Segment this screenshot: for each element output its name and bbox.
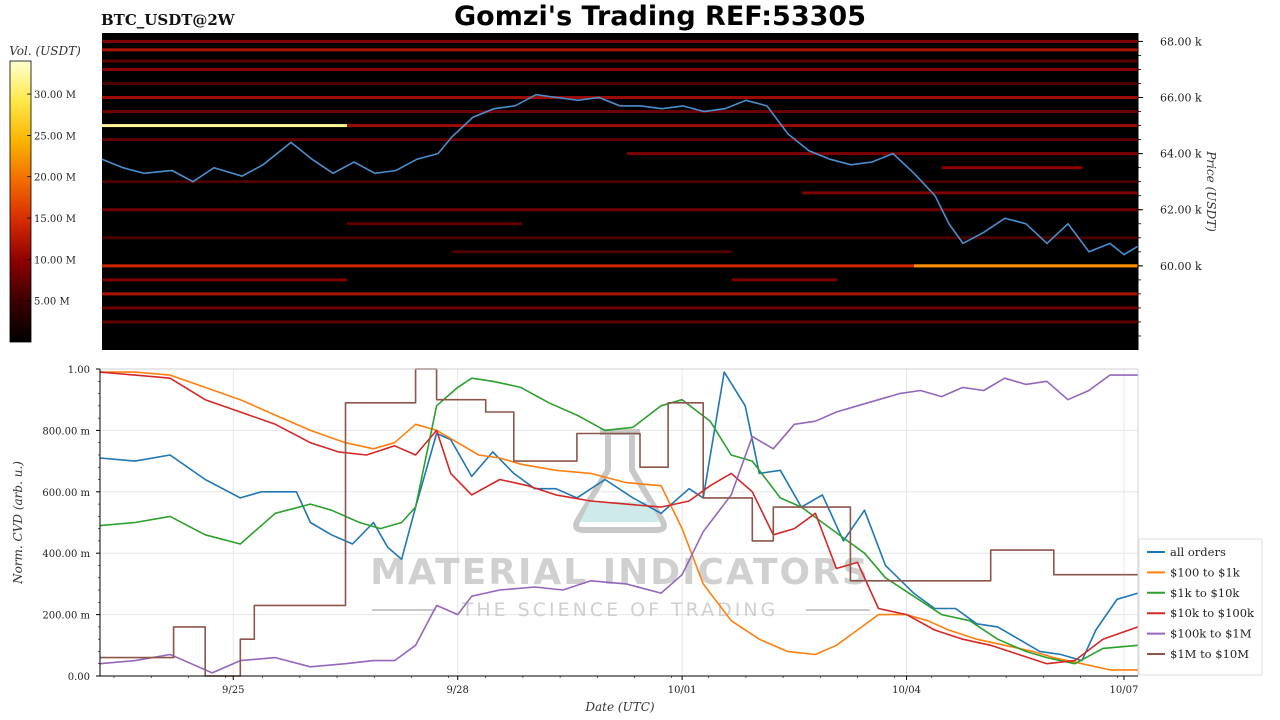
liquidity-band: [732, 278, 837, 282]
legend-entry: $1M to $10M: [1170, 647, 1249, 661]
chart-title: Gomzi's Trading REF:53305: [454, 1, 866, 32]
heatmap-panel: 60.00 k 62.00 k 64.00 k 66.00 k 68.00 k Price…: [101, 33, 1218, 350]
colorbar-label: Vol. (USDT): [9, 44, 81, 58]
liquidity-band: [802, 191, 1138, 195]
cvd-y-tick-label: 400.00 m: [42, 549, 90, 560]
legend-entry: all orders: [1170, 545, 1226, 559]
cvd-y-tick-label: 200.00 m: [42, 611, 90, 622]
cvd-y-tick-label: 0.00: [68, 672, 90, 683]
liquidity-band: [102, 292, 1138, 296]
liquidity-band: [102, 81, 1138, 85]
cvd-series-line: [100, 371, 1138, 671]
liquidity-band: [102, 110, 1138, 114]
liquidity-band: [347, 124, 1138, 128]
flask-liquid-icon: [580, 502, 660, 522]
colorbar-tick-label: 5.00 M: [34, 297, 70, 308]
cvd-y-tick-label: 600.00 m: [42, 488, 90, 499]
liquidity-band: [102, 59, 1138, 63]
liquidity-band: [347, 222, 522, 226]
price-tick-label: 66.00 k: [1160, 92, 1202, 105]
liquidity-band: [102, 96, 1138, 100]
liquidity-band: [102, 306, 1138, 310]
legend-entry: $10k to $100k: [1170, 606, 1255, 620]
flask-icon: [573, 429, 667, 533]
cvd-x-tick-label: 9/25: [222, 685, 244, 696]
liquidity-band: [942, 166, 1082, 170]
colorbar-tick-label: 20.00 M: [34, 173, 76, 184]
cvd-x-tick-label: 10/07: [1110, 685, 1139, 696]
liquidity-band: [102, 180, 1138, 184]
colorbar-tick-label: 10.00 M: [34, 255, 76, 266]
liquidity-band: [627, 152, 1138, 156]
liquidity-band: [102, 67, 1138, 71]
price-tick-label: 62.00 k: [1160, 204, 1202, 217]
liquidity-band: [102, 124, 347, 128]
cvd-series-line: [99, 371, 1139, 665]
cvd-series-line: [99, 374, 1138, 674]
colorbar-bar: [9, 60, 32, 343]
liquidity-band: [102, 236, 1138, 240]
cvd-y-tick-label: 800.00 m: [42, 426, 90, 437]
cvd-y-tick-label: 1.00: [68, 365, 90, 376]
volume-colorbar: Vol. (USDT) 5.00 M 10.00 M 15.00 M 20.00 M 25…: [9, 44, 81, 343]
liquidity-band: [102, 48, 1138, 52]
legend-entry: $1k to $10k: [1170, 586, 1240, 600]
liquidity-band: [914, 264, 1138, 268]
legend-entry: $100 to $1k: [1170, 565, 1241, 579]
colorbar-tick-label: 25.00 M: [34, 131, 76, 142]
liquidity-band: [102, 208, 1138, 212]
colorbar-tick-label: 15.00 M: [34, 214, 76, 225]
cvd-plot-area: [100, 369, 1138, 676]
legend-box: [1138, 538, 1263, 676]
price-tick-label: 64.00 k: [1160, 148, 1202, 161]
cvd-x-axis-label: Date (UTC): [584, 700, 654, 714]
liquidity-band: [102, 320, 1138, 324]
liquidity-band: [102, 138, 1138, 142]
cvd-x-tick-label: 10/04: [892, 685, 921, 696]
watermark-brand: MATERIAL INDICATORS: [370, 552, 870, 593]
watermark-tagline: THE SCIENCE OF TRADING: [461, 599, 779, 621]
legend: all orders $100 to $1k $1k to $10k $10k to …: [1138, 538, 1263, 676]
colorbar-tick-label: 30.00 M: [34, 90, 76, 101]
cvd-y-axis-label: Norm. CVD (arb. u.): [11, 461, 25, 585]
legend-entry: $100k to $1M: [1170, 627, 1252, 641]
liquidity-band: [102, 264, 1138, 268]
cvd-series-line: [99, 377, 1139, 665]
liquidity-band: [102, 39, 1138, 43]
liquidity-band: [452, 250, 732, 254]
liquidity-band: [102, 278, 347, 282]
material-indicators-watermark: MATERIAL INDICATORS THE SCIENCE OF TRADIN…: [370, 429, 870, 621]
cvd-x-tick-label: 9/28: [446, 685, 468, 696]
cvd-panel: MATERIAL INDICATORS THE SCIENCE OF TRADIN…: [11, 365, 1139, 714]
price-tick-label: 68.00 k: [1160, 35, 1202, 48]
price-tick-label: 60.00 k: [1160, 260, 1202, 273]
price-line: [101, 93, 1139, 256]
price-axis-label: Price (USDT): [1204, 150, 1218, 232]
cvd-series-line: [100, 368, 1138, 677]
symbol-label: BTC_USDT@2W: [101, 11, 236, 29]
cvd-x-tick-label: 10/01: [668, 685, 697, 696]
